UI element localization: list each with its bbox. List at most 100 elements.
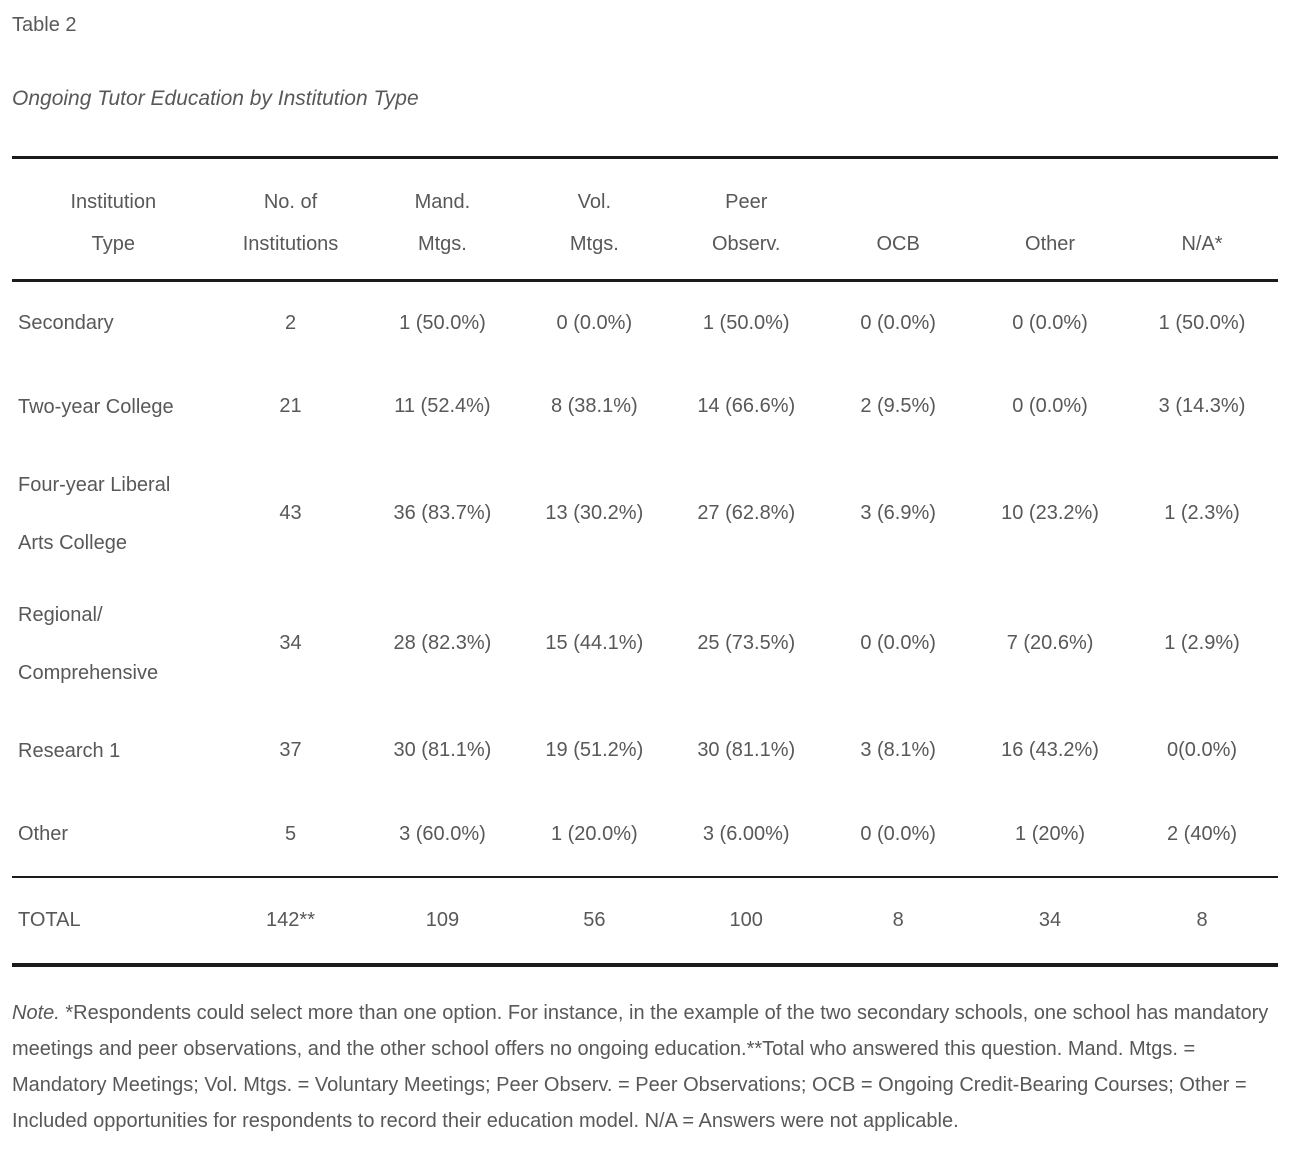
data-table: Institution Type No. of Institutions Man…: [12, 156, 1278, 967]
table-row-secondary: Secondary 2 1 (50.0%) 0 (0.0%) 1 (50.0%)…: [12, 281, 1278, 365]
table-cell: 1 (50.0%): [1158, 311, 1246, 334]
table-cell: 1 (2.9%): [1164, 632, 1240, 654]
table-cell: 21: [279, 395, 302, 417]
table-cell: 0 (0.0%): [860, 311, 936, 334]
table-cell: 11 (52.4%): [394, 395, 491, 417]
table-cell: 8: [1126, 875, 1278, 965]
column-header-no-of-institutions: No. of Institutions: [214, 157, 367, 282]
header-line: Mtgs.: [569, 233, 619, 255]
header-line: Peer: [725, 191, 768, 213]
table-caption: Ongoing Tutor Education by Institution T…: [12, 87, 419, 110]
row-label: Secondary: [12, 281, 215, 365]
row-label: Four-year Liberal Arts College: [12, 449, 215, 579]
header-line: No. of: [263, 191, 318, 213]
table-cell: 8 (38.1%): [550, 395, 638, 417]
row-label-line: Research 1: [18, 739, 121, 762]
table-cell: 1 (20.0%): [550, 822, 638, 845]
column-header-mand-mtgs: Mand. Mtgs.: [366, 157, 519, 282]
table-cell: 1 (50.0%): [702, 311, 790, 334]
table-cell: 3 (14.3%): [1158, 395, 1246, 417]
table-cell: 13 (30.2%): [545, 502, 644, 524]
table-cell: 1 (50.0%): [399, 311, 486, 334]
table-cell: 0(0.0%): [1166, 739, 1238, 761]
header-line: [822, 181, 974, 223]
header-line: [974, 181, 1126, 223]
row-label-line: Secondary: [18, 312, 114, 335]
table-cell: 0 (0.0%): [1012, 311, 1088, 334]
row-label: Research 1: [12, 709, 215, 793]
header-line: Institution: [70, 191, 157, 213]
table-cell: 2: [284, 311, 297, 334]
row-label: Two-year College: [12, 365, 215, 449]
table-cell: 36 (83.7%): [393, 502, 492, 524]
table-cell: 1 (20%): [1015, 822, 1086, 845]
column-header-other: Other: [974, 157, 1126, 282]
table-row-two-year-college: Two-year College 21 11 (52.4%) 8 (38.1%)…: [12, 365, 1278, 449]
header-line: Institutions: [242, 233, 339, 255]
table-cell: 34: [974, 875, 1126, 965]
row-label-line: Arts College: [18, 531, 127, 554]
table-cell: 142**: [214, 875, 367, 965]
header-line: Vol.: [577, 191, 611, 213]
note-prefix: Note.: [12, 1001, 60, 1024]
table-cell: 5: [284, 822, 297, 845]
header-row: Institution Type No. of Institutions Man…: [12, 157, 1278, 282]
column-header-vol-mtgs: Vol. Mtgs.: [518, 157, 671, 282]
table-cell: 30 (81.1%): [697, 739, 796, 761]
table-cell: 28 (82.3%): [393, 632, 492, 654]
header-line: Other: [1025, 233, 1076, 255]
table-cell: 15 (44.1%): [545, 632, 644, 654]
header-line: N/A*: [1181, 233, 1223, 255]
table-cell: 0 (0.0%): [556, 311, 633, 334]
row-label-line: Four-year Liberal: [18, 473, 171, 496]
row-label-line: Comprehensive: [18, 661, 159, 684]
table-cell: 27 (62.8%): [697, 502, 796, 524]
table-row-regional-comprehensive: Regional/ Comprehensive 34 28 (82.3%) 15…: [12, 579, 1278, 709]
total-row-label: TOTAL: [12, 875, 215, 965]
table-cell: 1 (2.3%): [1164, 502, 1240, 524]
table-cell: 56: [518, 875, 671, 965]
header-line: Type: [91, 233, 135, 255]
table-cell: 25 (73.5%): [697, 632, 796, 654]
table-cell: 8: [822, 875, 975, 965]
table-note: Note. *Respondents could select more tha…: [12, 995, 1278, 1155]
table-number-label: Table 2: [12, 14, 77, 36]
table-cell: 0 (0.0%): [1012, 395, 1088, 417]
row-label-line: Other: [18, 823, 69, 845]
table-cell: 3 (60.0%): [399, 822, 486, 845]
table-cell: 30 (81.1%): [393, 739, 492, 761]
table-cell: 19 (51.2%): [545, 739, 644, 761]
table-cell: 16 (43.2%): [1001, 739, 1099, 761]
row-label: Regional/ Comprehensive: [12, 579, 215, 709]
table-cell: 37: [279, 739, 302, 761]
header-line: [1126, 181, 1278, 223]
table-cell: 2 (40%): [1166, 822, 1238, 845]
column-header-institution-type: Institution Type: [12, 157, 215, 282]
table-cell: 109: [366, 875, 519, 965]
table-cell: 3 (6.00%): [702, 822, 790, 845]
table-cell: 0 (0.0%): [860, 822, 936, 845]
table-row-total: TOTAL 142** 109 56 100 8 34 8: [12, 875, 1278, 965]
column-header-peer-observ: Peer Observ.: [670, 157, 823, 282]
table-cell: 34: [279, 632, 302, 654]
table-row-other: Other 5 3 (60.0%) 1 (20.0%) 3 (6.00%) 0 …: [12, 793, 1278, 877]
table-cell: 3 (6.9%): [860, 502, 936, 524]
table-cell: 10 (23.2%): [1001, 502, 1099, 524]
header-line: OCB: [876, 233, 920, 255]
column-header-ocb: OCB: [822, 157, 975, 282]
header-line: Observ.: [711, 233, 781, 255]
row-label-line: Regional/: [18, 603, 103, 626]
table-cell: 3 (8.1%): [860, 739, 936, 761]
row-label-line: Two-year College: [18, 395, 174, 418]
table-cell: 7 (20.6%): [1006, 632, 1094, 654]
header-line: Mand.: [414, 191, 471, 213]
table-cell: 14 (66.6%): [697, 395, 796, 417]
table-cell: 43: [279, 502, 302, 524]
table-cell: 0 (0.0%): [860, 632, 936, 654]
table-row-four-year-liberal-arts: Four-year Liberal Arts College 43 36 (83…: [12, 449, 1278, 579]
column-header-na: N/A*: [1126, 157, 1278, 282]
header-line: Mtgs.: [417, 233, 467, 255]
table-cell: 100: [670, 875, 823, 965]
table-row-research-1: Research 1 37 30 (81.1%) 19 (51.2%) 30 (…: [12, 709, 1278, 793]
